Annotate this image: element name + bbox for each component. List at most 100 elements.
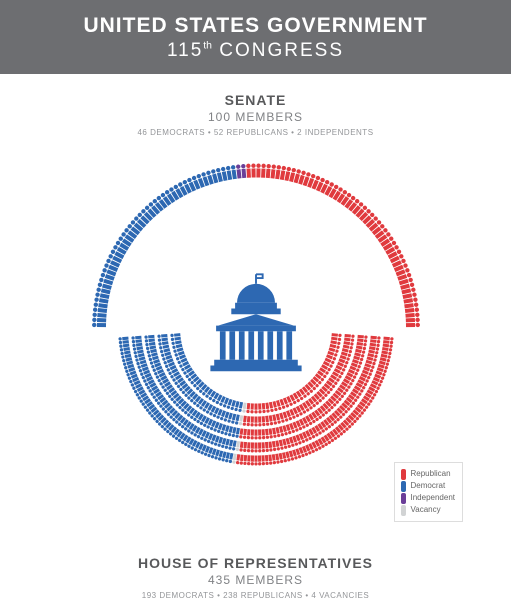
house-member-icon — [264, 455, 268, 465]
legend-label: Republican — [411, 468, 451, 480]
header-subtitle: 115th CONGRESS — [0, 40, 511, 62]
senate-member-icon — [256, 164, 261, 178]
legend-swatch — [401, 469, 406, 480]
legend-label: Vacancy — [411, 504, 441, 516]
senate-member-icon — [92, 318, 106, 323]
senate-member-icon — [265, 164, 270, 178]
house-member-icon — [257, 456, 261, 466]
legend-label: Democrat — [411, 480, 446, 492]
senate-member-icon — [92, 308, 106, 314]
senate-member-icon — [92, 313, 106, 318]
congress-ordinal: th — [203, 41, 212, 52]
senate-member-icon — [404, 308, 418, 314]
house-member-icon — [246, 417, 250, 427]
house-member-icon — [261, 456, 265, 466]
house-member-icon — [261, 403, 265, 413]
senate-member-icon — [260, 164, 265, 178]
house-title: HOUSE OF REPRESENTATIVES — [0, 555, 511, 571]
senate-member-icon — [235, 165, 241, 179]
house-breakdown: 193 DEMOCRATS • 238 REPUBLICANS • 4 VACA… — [0, 591, 511, 600]
house-member-icon — [246, 430, 250, 440]
house-member-icon — [257, 443, 261, 453]
house-member-icon — [246, 403, 250, 413]
house-member-icon — [331, 333, 341, 337]
house-member-icon — [264, 442, 268, 452]
house-member-icon — [254, 417, 257, 427]
legend-swatch — [401, 493, 406, 504]
senate-section: SENATE 100 MEMBERS 46 DEMOCRATS • 52 REP… — [0, 92, 511, 137]
senate-member-icon — [405, 323, 419, 328]
congress-word: CONGRESS — [212, 40, 344, 61]
legend-item: Democrat — [401, 480, 456, 492]
house-member-icon — [118, 340, 128, 344]
house-member-icon — [239, 455, 243, 465]
legend-swatch — [401, 505, 406, 516]
house-member-icon — [131, 336, 141, 340]
congress-number: 115 — [167, 40, 203, 61]
house-member-icon — [383, 337, 393, 341]
house-member-icon — [265, 416, 269, 426]
header: UNITED STATES GOVERNMENT 115th CONGRESS — [0, 0, 511, 74]
house-member-icon — [264, 429, 268, 439]
house-member-icon — [383, 340, 393, 344]
house-member-icon — [242, 403, 247, 413]
house-member-icon — [254, 404, 257, 414]
house-member-icon — [243, 455, 247, 465]
senate-member-icon — [405, 318, 419, 323]
senate-member-icon — [91, 323, 105, 328]
house-member-icon — [268, 442, 272, 452]
house-member-icon — [257, 404, 261, 414]
house-member-icon — [157, 338, 167, 343]
house-member-icon — [344, 334, 354, 338]
senate-member-icon — [405, 313, 419, 318]
house-member-icon — [250, 430, 254, 440]
legend: RepublicanDemocratIndependentVacancy — [394, 462, 464, 522]
house-member-icon — [261, 417, 265, 427]
house-member-icon — [242, 429, 246, 439]
senate-breakdown: 46 DEMOCRATS • 52 REPUBLICANS • 2 INDEPE… — [0, 128, 511, 137]
house-member-icon — [242, 416, 246, 426]
house-member-icon — [254, 443, 257, 453]
senate-subtitle: 100 MEMBERS — [0, 110, 511, 124]
senate-title: SENATE — [0, 92, 511, 108]
legend-item: Vacancy — [401, 504, 456, 516]
senate-member-icon — [240, 164, 245, 178]
house-member-icon — [144, 335, 154, 339]
house-member-icon — [246, 443, 250, 453]
house-member-icon — [261, 443, 265, 453]
house-member-icon — [170, 333, 180, 337]
house-section: HOUSE OF REPRESENTATIVES 435 MEMBERS 193… — [0, 555, 511, 600]
house-member-icon — [131, 340, 141, 344]
house-member-icon — [250, 404, 254, 414]
house-member-icon — [370, 340, 380, 344]
legend-label: Independent — [411, 492, 456, 504]
house-member-icon — [357, 335, 367, 339]
house-member-icon — [170, 337, 180, 342]
house-member-icon — [357, 339, 367, 343]
house-member-icon — [243, 442, 247, 452]
congress-chart — [91, 163, 421, 498]
house-member-icon — [239, 442, 243, 452]
house-member-icon — [265, 403, 270, 413]
senate-member-icon — [251, 164, 256, 178]
house-member-icon — [257, 430, 261, 440]
house-member-icon — [250, 417, 254, 427]
senate-member-icon — [270, 165, 276, 179]
legend-item: Republican — [401, 468, 456, 480]
house-member-icon — [331, 337, 341, 342]
legend-item: Independent — [401, 492, 456, 504]
chart-svg — [91, 163, 421, 493]
senate-member-icon — [246, 164, 251, 178]
house-member-icon — [144, 339, 154, 343]
house-member-icon — [118, 337, 128, 341]
house-member-icon — [268, 455, 272, 465]
house-member-icon — [261, 430, 265, 440]
house-member-icon — [254, 430, 257, 440]
house-member-icon — [250, 443, 254, 453]
house-member-icon — [254, 456, 257, 466]
legend-swatch — [401, 481, 406, 492]
house-member-icon — [344, 338, 354, 343]
header-title: UNITED STATES GOVERNMENT — [0, 14, 511, 38]
house-member-icon — [257, 417, 261, 427]
house-subtitle: 435 MEMBERS — [0, 573, 511, 587]
